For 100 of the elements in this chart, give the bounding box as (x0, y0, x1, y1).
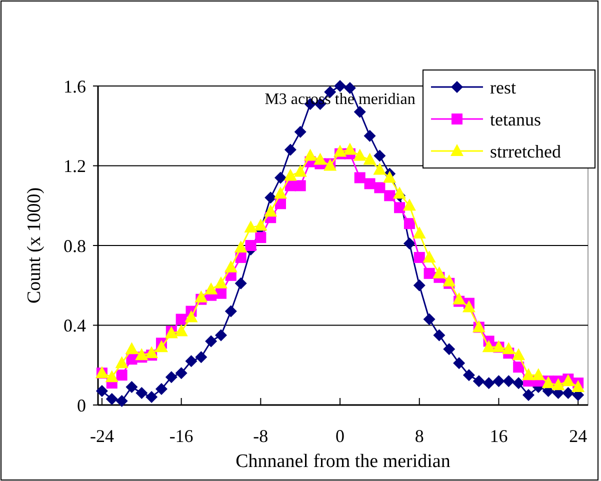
point (462, 300, 476, 312)
point (502, 375, 515, 388)
point (522, 368, 535, 380)
point (184, 310, 198, 322)
point (334, 80, 346, 92)
legend-label: tetanus (490, 109, 541, 130)
point (155, 383, 168, 396)
point (492, 375, 505, 388)
point (194, 290, 208, 302)
x-tick-label: 0 (336, 426, 345, 446)
point (204, 282, 218, 294)
point (363, 152, 376, 165)
point (383, 170, 396, 183)
point (343, 142, 356, 155)
point (284, 168, 297, 181)
point (443, 343, 456, 356)
x-axis-title: Chnnanel from the meridian (236, 451, 451, 472)
point (245, 240, 256, 251)
x-tick-label: -8 (253, 426, 268, 446)
point (433, 329, 446, 342)
point (116, 395, 128, 408)
point (442, 274, 456, 286)
point (482, 340, 496, 352)
point (304, 148, 317, 161)
point (502, 342, 516, 354)
point (472, 375, 485, 388)
point (284, 144, 296, 156)
point (334, 144, 347, 157)
point (274, 172, 287, 184)
point (154, 340, 168, 352)
y-tick-label: 0.4 (64, 316, 86, 336)
point (126, 381, 138, 394)
point (393, 186, 406, 199)
point (165, 371, 178, 384)
point (314, 152, 327, 165)
point (274, 186, 288, 199)
point (353, 148, 366, 161)
y-tick-label: 1.6 (64, 76, 86, 96)
point (452, 292, 466, 304)
point (562, 387, 574, 400)
point (403, 238, 416, 250)
point (424, 268, 435, 279)
point (146, 391, 158, 404)
point (522, 389, 534, 402)
point (264, 204, 278, 217)
point (264, 192, 277, 204)
point (96, 385, 108, 398)
point (364, 178, 376, 190)
point (412, 226, 426, 239)
y-tick-label: 0 (77, 395, 86, 416)
point (374, 150, 386, 162)
y-axis-title: Count (x 1000) (24, 187, 45, 304)
x-tick-label: 16 (490, 426, 508, 446)
point (354, 172, 366, 184)
point (422, 250, 436, 262)
point (294, 126, 306, 138)
point (294, 180, 306, 192)
point (174, 324, 188, 336)
point (394, 202, 406, 214)
point (482, 377, 495, 390)
point (254, 218, 268, 231)
point (195, 351, 208, 364)
point (135, 348, 148, 360)
legend-label: rest (490, 77, 516, 98)
point (512, 348, 526, 360)
point (413, 279, 426, 292)
x-tick-label: -16 (169, 426, 194, 446)
legend-label: strretched (490, 141, 561, 162)
point (453, 357, 466, 370)
point (513, 362, 524, 373)
x-tick-label: 24 (569, 426, 588, 446)
point (205, 335, 218, 348)
point (532, 368, 545, 380)
point (106, 393, 118, 406)
point (136, 387, 148, 400)
point (224, 305, 237, 318)
point (175, 367, 188, 380)
point (294, 164, 307, 177)
point (214, 276, 228, 288)
point (255, 232, 266, 244)
point (374, 182, 386, 194)
point (462, 369, 475, 382)
point (214, 329, 227, 342)
point (234, 277, 247, 290)
point (384, 190, 396, 202)
point (402, 198, 416, 211)
point (354, 106, 366, 118)
point (105, 370, 118, 382)
point (115, 356, 128, 368)
y-tick-label: 0.8 (64, 236, 86, 256)
point (552, 378, 565, 390)
point (234, 240, 248, 252)
x-tick-label: -24 (90, 426, 114, 446)
point (244, 220, 258, 233)
point (145, 346, 158, 358)
point (432, 266, 446, 278)
point (373, 162, 386, 175)
point (116, 370, 128, 381)
point (185, 355, 198, 368)
point (423, 313, 436, 326)
